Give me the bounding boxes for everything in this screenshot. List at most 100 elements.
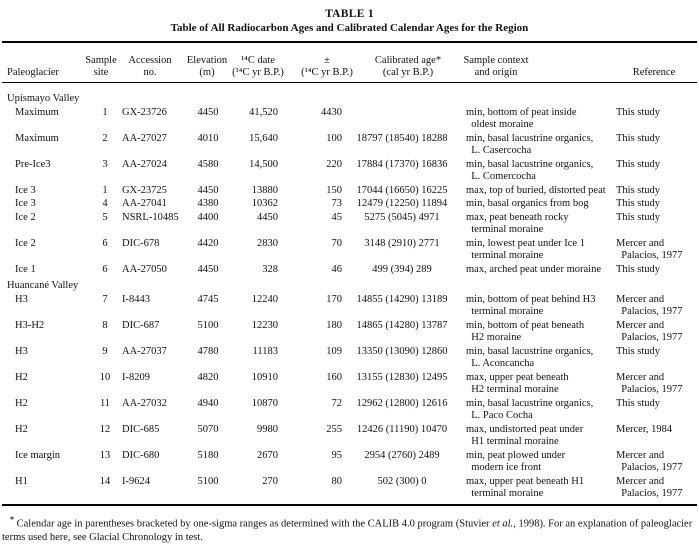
table-row: Ice 3 4 AA-27041 4380 10362 73 12479 (12250) 1… xyxy=(2,197,697,211)
cell-reference: Mercer and Palacios, 1977 xyxy=(616,371,683,396)
cell-plus_minus: 4430 xyxy=(321,106,342,118)
cell-paleoglacier: Ice margin xyxy=(15,449,60,461)
col-header-plus_minus: ± (¹⁴C yr B.P.) xyxy=(301,55,353,78)
cell-paleoglacier: Ice 2 xyxy=(15,211,36,223)
cell-sample_context: min, basal lacustrine organics, L. Comer… xyxy=(466,158,594,183)
cell-paleoglacier: H3 xyxy=(15,293,28,305)
cell-plus_minus: 255 xyxy=(326,423,342,435)
cell-reference: This study xyxy=(616,263,661,275)
cell-sample_context: min, peat plowed under modern ice front xyxy=(466,449,566,474)
cell-sample_context: max, undistorted peat under H1 terminal … xyxy=(466,423,584,448)
cell-c14_date: 2670 xyxy=(257,449,278,461)
cell-calibrated_age: 5275 (5045) 4971 xyxy=(364,211,440,223)
table-number: TABLE 1 xyxy=(325,8,374,20)
cell-paleoglacier: Ice 2 xyxy=(15,237,36,249)
cell-sample_context: min, basal lacustrine organics, L. Caser… xyxy=(466,132,594,157)
cell-elevation_m: 4420 xyxy=(197,237,219,249)
cell-paleoglacier: Ice 3 xyxy=(15,198,36,209)
cell-elevation_m: 4450 xyxy=(197,106,219,118)
cell-accession_no: I-8443 xyxy=(122,293,150,305)
cell-accession_no: I-9624 xyxy=(122,475,150,487)
cell-c14_date: 2830 xyxy=(257,237,278,249)
section-header: Huancané Valley xyxy=(2,276,697,293)
col-header-elevation_m: Elevation (m) xyxy=(186,55,228,78)
cell-calibrated_age xyxy=(346,106,458,132)
cell-accession_no: DIC-680 xyxy=(122,449,160,461)
footnote-text-cont: , 1998). For an explanation of paleoglac… xyxy=(2,518,693,543)
cell-sample_site: 5 xyxy=(102,211,108,223)
section-name: Upismayo Valley xyxy=(7,93,80,104)
cell-elevation_m: 4780 xyxy=(197,345,219,357)
header-rule xyxy=(2,82,697,83)
cell-reference: This study xyxy=(616,106,661,118)
cell-reference: This study xyxy=(616,198,661,209)
cell-reference: This study xyxy=(616,211,661,223)
cell-sample_site: 1 xyxy=(102,184,108,196)
cell-sample_site: 10 xyxy=(99,371,111,383)
cell-sample_site: 6 xyxy=(102,263,108,275)
cell-sample_context: min, bottom of peat beneath H2 moraine xyxy=(466,319,585,344)
cell-c14_date: 11183 xyxy=(252,345,278,357)
table-row: H1 14 I-9624 5100 270 80 502 (300) 0 max, upper… xyxy=(2,475,697,501)
cell-paleoglacier: H3 xyxy=(15,345,28,357)
cell-elevation_m: 4380 xyxy=(197,198,219,209)
cell-plus_minus: 80 xyxy=(331,475,343,487)
cell-c14_date: 15,640 xyxy=(249,132,278,144)
cell-sample_context: max, peat beneath rocky terminal moraine xyxy=(466,211,569,236)
cell-paleoglacier: Ice 1 xyxy=(15,263,36,275)
cell-sample_site: 11 xyxy=(99,397,111,409)
cell-reference: Mercer, 1984 xyxy=(616,423,673,435)
cell-accession_no: I-8209 xyxy=(122,371,150,383)
cell-paleoglacier: Maximum xyxy=(15,106,59,118)
col-header-sample_context: Sample context and origin xyxy=(463,55,529,78)
cell-accession_no: AA-27050 xyxy=(122,263,167,275)
cell-calibrated_age: 12426 (11190) 10470 xyxy=(356,423,448,435)
table-row: Maximum 1 GX-23726 4450 41,520 4430 min, botto… xyxy=(2,106,697,132)
table-row: Ice 2 6 DIC-678 4420 2830 70 3148 (2910) 2771 m… xyxy=(2,237,697,263)
cell-plus_minus: 109 xyxy=(326,345,342,357)
cell-paleoglacier: Ice 3 xyxy=(15,184,36,196)
cell-plus_minus: 180 xyxy=(326,319,342,331)
cell-calibrated_age: 2954 (2760) 2489 xyxy=(364,449,440,461)
footnote-etal: et al. xyxy=(492,518,514,529)
cell-calibrated_age: 12479 (12250) 11894 xyxy=(356,198,448,209)
cell-c14_date: 10870 xyxy=(251,397,278,409)
table-footnote: * Calendar age in parentheses bracketed … xyxy=(2,513,697,545)
footnote-text: Calendar age in parentheses bracketed by… xyxy=(14,518,493,529)
cell-paleoglacier: Maximum xyxy=(15,132,59,144)
cell-sample_site: 14 xyxy=(99,475,111,487)
cell-reference: Mercer and Palacios, 1977 xyxy=(616,449,683,474)
cell-plus_minus: 72 xyxy=(331,397,343,409)
cell-plus_minus: 95 xyxy=(331,449,343,461)
cell-plus_minus: 100 xyxy=(326,132,342,144)
cell-calibrated_age: 13350 (13090) 12860 xyxy=(356,345,448,357)
cell-c14_date: 4450 xyxy=(257,211,278,223)
table-row: Ice 2 5 NSRL-10485 4400 4450 45 5275 (5045) 49… xyxy=(2,211,697,237)
cell-reference: Mercer and Palacios, 1977 xyxy=(616,319,683,344)
cell-sample_site: 6 xyxy=(102,237,108,249)
cell-sample_site: 12 xyxy=(99,423,111,435)
cell-calibrated_age: 3148 (2910) 2771 xyxy=(364,237,440,249)
cell-plus_minus: 220 xyxy=(326,158,342,170)
cell-calibrated_age: 499 (394) 289 xyxy=(372,263,432,275)
cell-reference: Mercer and Palacios, 1977 xyxy=(616,475,683,500)
cell-c14_date: 10910 xyxy=(251,371,278,383)
cell-plus_minus: 70 xyxy=(331,237,343,249)
cell-accession_no: GX-23726 xyxy=(122,106,167,118)
cell-reference: This study xyxy=(616,397,661,409)
cell-accession_no: DIC-687 xyxy=(122,319,160,331)
cell-sample_site: 3 xyxy=(102,158,108,170)
cell-reference: Mercer and Palacios, 1977 xyxy=(616,237,683,262)
cell-c14_date: 41,520 xyxy=(249,106,278,118)
cell-calibrated_age: 17884 (17370) 16836 xyxy=(356,158,448,170)
cell-sample_context: max, upper peat beneath H2 terminal mora… xyxy=(466,371,569,396)
radiocarbon-ages-table: Upismayo Valley Maximum 1 GX-23726 4450 41,52… xyxy=(2,89,697,501)
cell-sample_context: min, basal organics from bog xyxy=(466,198,589,209)
cell-calibrated_age: 17044 (16650) 16225 xyxy=(356,184,448,196)
table-row: H2 10 I-8209 4820 10910 160 13155 (12830) 1249… xyxy=(2,371,697,397)
cell-plus_minus: 45 xyxy=(331,211,343,223)
cell-paleoglacier: Pre-Ice3 xyxy=(15,158,51,170)
cell-sample_site: 7 xyxy=(102,293,108,305)
cell-calibrated_age: 14855 (14290) 13189 xyxy=(356,293,448,305)
cell-c14_date: 9980 xyxy=(257,423,278,435)
